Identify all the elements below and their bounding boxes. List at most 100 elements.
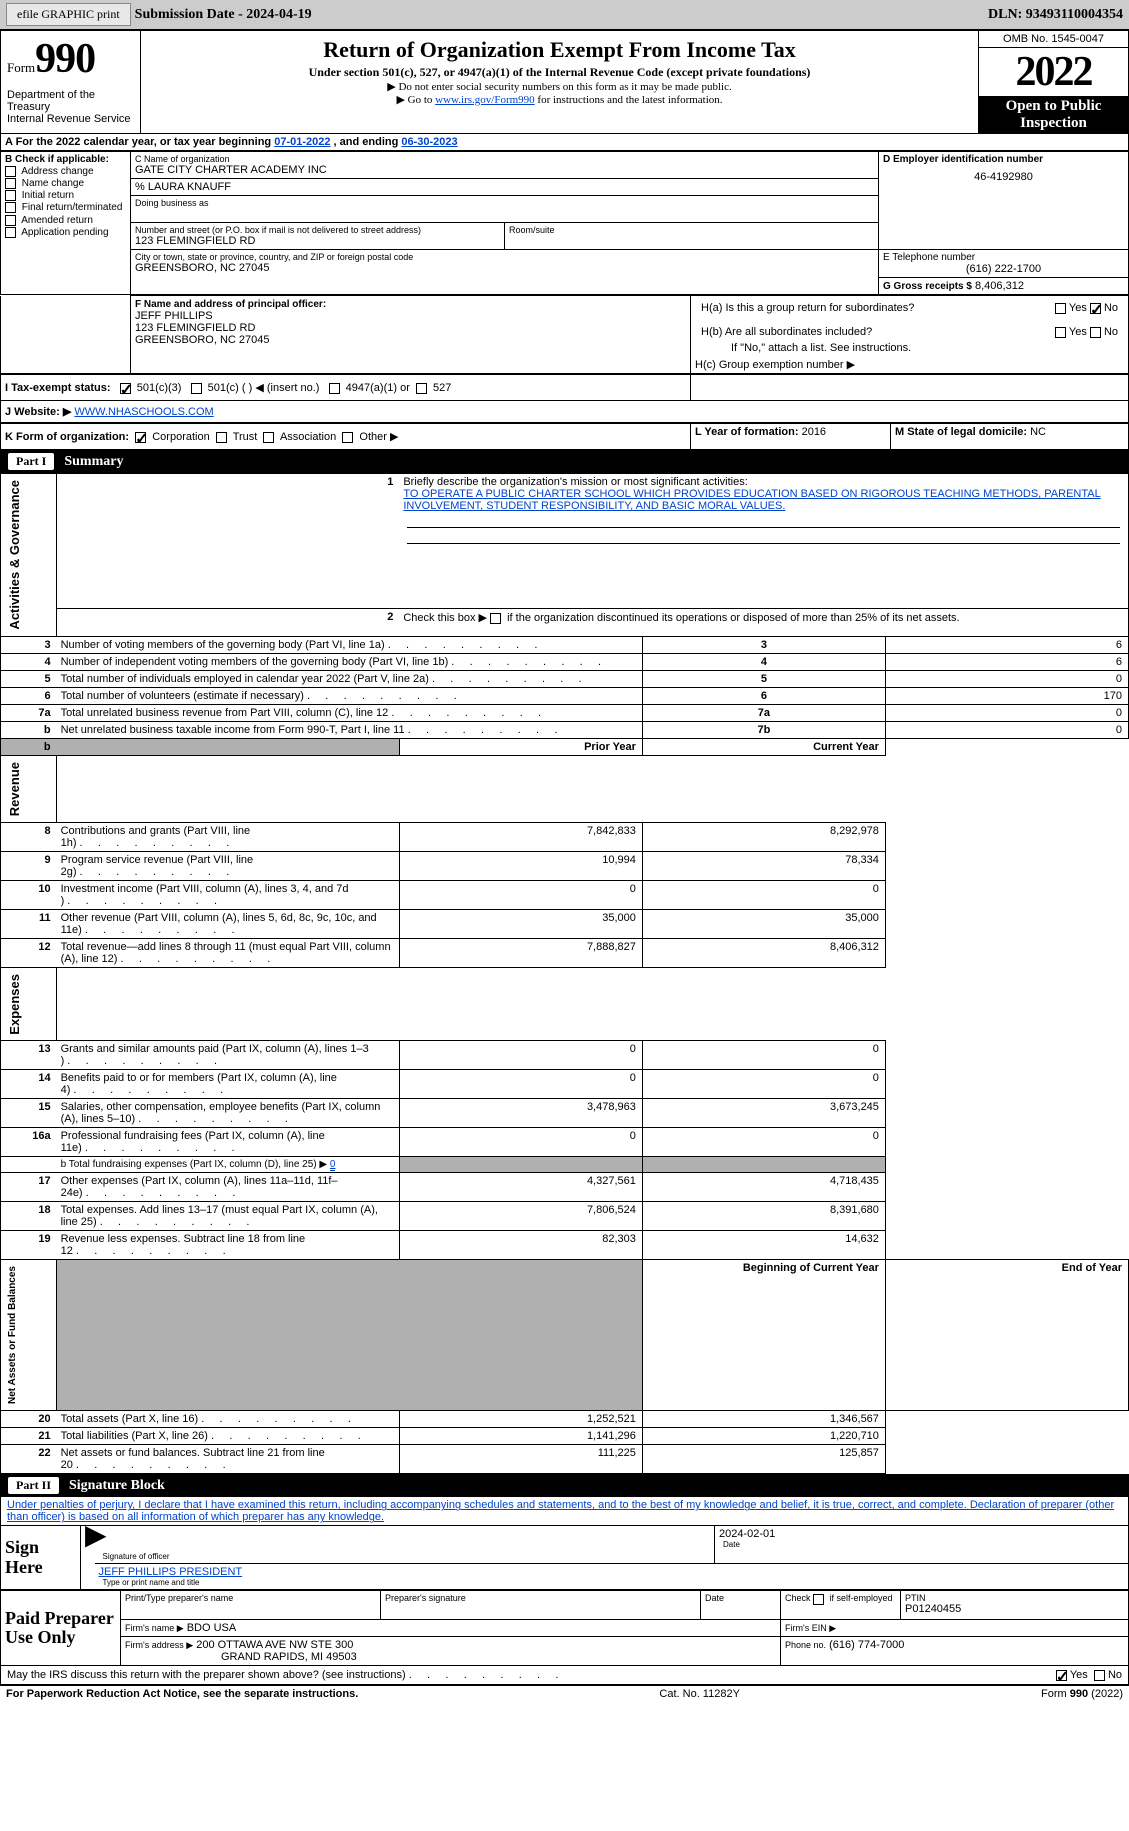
box-b-option: Name change	[22, 178, 84, 189]
prior-value: 1,141,296	[399, 1428, 642, 1445]
instr-ssn: ▶ Do not enter social security numbers o…	[147, 80, 972, 93]
officer-addr1: 123 FLEMINGFIELD RD	[135, 322, 255, 334]
line-value: 0	[885, 670, 1128, 687]
501c3-label: 501(c)(3)	[137, 382, 182, 394]
line2-checkbox[interactable]	[490, 613, 501, 624]
527-label: 527	[433, 382, 451, 394]
box-c-name-label: C Name of organization	[135, 154, 874, 164]
4947-label: 4947(a)(1) or	[346, 382, 410, 394]
officer-group-table: F Name and address of principal officer:…	[0, 295, 1129, 374]
527-checkbox[interactable]	[416, 383, 427, 394]
box-b-checkbox[interactable]	[5, 227, 16, 238]
trust-checkbox[interactable]	[216, 432, 227, 443]
ptin-value: P01240455	[905, 1603, 1124, 1615]
line1-label: Briefly describe the organization's miss…	[403, 476, 747, 488]
current-value: 1,346,567	[642, 1411, 885, 1428]
box-b-checkbox[interactable]	[5, 202, 16, 213]
assoc-checkbox[interactable]	[263, 432, 274, 443]
year-formation: 2016	[802, 426, 826, 438]
row-k-label: K Form of organization:	[5, 431, 129, 443]
corp-checkbox[interactable]	[135, 432, 146, 443]
line-box: 7b	[642, 721, 885, 738]
4947-checkbox[interactable]	[329, 383, 340, 394]
line-num: 18	[1, 1202, 57, 1231]
firm-ein-label: Firm's EIN ▶	[785, 1623, 836, 1633]
line-desc: Total number of volunteers (estimate if …	[57, 687, 643, 704]
sig-officer-label: Signature of officer	[99, 1552, 711, 1561]
box-b-checkbox[interactable]	[5, 178, 16, 189]
irs-link[interactable]: www.irs.gov/Form990	[435, 94, 535, 106]
footer-form-num: 990	[1070, 1688, 1088, 1700]
line-desc: Net assets or fund balances. Subtract li…	[57, 1445, 400, 1474]
box-f-label: F Name and address of principal officer:	[135, 299, 326, 310]
line-desc: Program service revenue (Part VIII, line…	[57, 851, 400, 880]
prior-value: 111,225	[399, 1445, 642, 1474]
topbar: efile GRAPHIC print Submission Date - 20…	[0, 0, 1129, 30]
firm-addr-label: Firm's address ▶	[125, 1640, 193, 1650]
line16b-value: 0	[330, 1159, 336, 1171]
line-desc: Other revenue (Part VIII, column (A), li…	[57, 909, 400, 938]
form-number: 990	[35, 36, 95, 82]
line-desc: Benefits paid to or for members (Part IX…	[57, 1070, 400, 1099]
line-desc: Professional fundraising fees (Part IX, …	[57, 1128, 400, 1157]
box-b-checkbox[interactable]	[5, 215, 16, 226]
line-value: 170	[885, 687, 1128, 704]
firm-addr2: GRAND RAPIDS, MI 49503	[125, 1651, 357, 1663]
line-num: 9	[1, 851, 57, 880]
discuss-yes-checkbox[interactable]	[1056, 1670, 1067, 1681]
footer-left: For Paperwork Reduction Act Notice, see …	[6, 1688, 358, 1700]
current-value: 0	[642, 1070, 885, 1099]
ha-no-checkbox[interactable]	[1090, 303, 1101, 314]
dln: DLN: 93493110004354	[988, 7, 1123, 23]
paid-preparer-label: Paid Preparer Use Only	[5, 1609, 116, 1649]
501c3-checkbox[interactable]	[120, 383, 131, 394]
discuss-no-checkbox[interactable]	[1094, 1670, 1105, 1681]
open-to-public: Open to Public Inspection	[979, 96, 1128, 133]
firm-name: BDO USA	[187, 1622, 237, 1634]
telephone: (616) 222-1700	[883, 263, 1124, 275]
line-desc: Total revenue—add lines 8 through 11 (mu…	[57, 938, 400, 967]
line-num: 11	[1, 909, 57, 938]
room-label: Room/suite	[509, 225, 874, 235]
preparer-name-label: Print/Type preparer's name	[125, 1593, 376, 1603]
hb-no-checkbox[interactable]	[1090, 327, 1101, 338]
current-value: 0	[642, 1041, 885, 1070]
current-value: 8,406,312	[642, 938, 885, 967]
line-desc: Number of voting members of the governin…	[57, 636, 643, 653]
website-link[interactable]: WWW.NHASCHOOLS.COM	[74, 406, 213, 418]
501c-label: 501(c) ( ) ◀ (insert no.)	[208, 382, 320, 394]
current-value: 35,000	[642, 909, 885, 938]
501c-checkbox[interactable]	[191, 383, 202, 394]
prior-value: 10,994	[399, 851, 642, 880]
ha-yes-checkbox[interactable]	[1055, 303, 1066, 314]
part2-num: Part II	[8, 1477, 59, 1494]
line-num: 13	[1, 1041, 57, 1070]
prior-value: 0	[399, 1128, 642, 1157]
line-num: b	[1, 721, 57, 738]
firm-addr1: 200 OTTAWA AVE NW STE 300	[196, 1639, 353, 1651]
hb-yes-label: Yes	[1069, 326, 1087, 338]
mission-text: TO OPERATE A PUBLIC CHARTER SCHOOL WHICH…	[403, 488, 1100, 512]
box-b-checkbox[interactable]	[5, 166, 16, 177]
dba-label: Doing business as	[135, 198, 874, 208]
line-value: 0	[885, 704, 1128, 721]
line-desc: Total expenses. Add lines 13–17 (must eq…	[57, 1202, 400, 1231]
discuss-yes-label: Yes	[1070, 1669, 1088, 1681]
submission-date: Submission Date - 2024-04-19	[135, 7, 312, 23]
line-value: 0	[885, 721, 1128, 738]
line-num: 10	[1, 880, 57, 909]
current-value: 3,673,245	[642, 1099, 885, 1128]
print-name-label: Type or print name and title	[99, 1578, 1125, 1587]
officer-print-name: JEFF PHILLIPS PRESIDENT	[99, 1566, 243, 1578]
line2-text: Check this box ▶ if the organization dis…	[403, 612, 959, 624]
trust-label: Trust	[233, 431, 258, 443]
self-employed-checkbox[interactable]	[813, 1594, 824, 1605]
line-value: 6	[885, 636, 1128, 653]
box-b-checkbox[interactable]	[5, 190, 16, 201]
hb-yes-checkbox[interactable]	[1055, 327, 1066, 338]
line-num: 7a	[1, 704, 57, 721]
other-checkbox[interactable]	[342, 432, 353, 443]
efile-print-button[interactable]: efile GRAPHIC print	[6, 3, 131, 26]
line-num: 8	[1, 822, 57, 851]
street-address: 123 FLEMINGFIELD RD	[135, 235, 500, 247]
